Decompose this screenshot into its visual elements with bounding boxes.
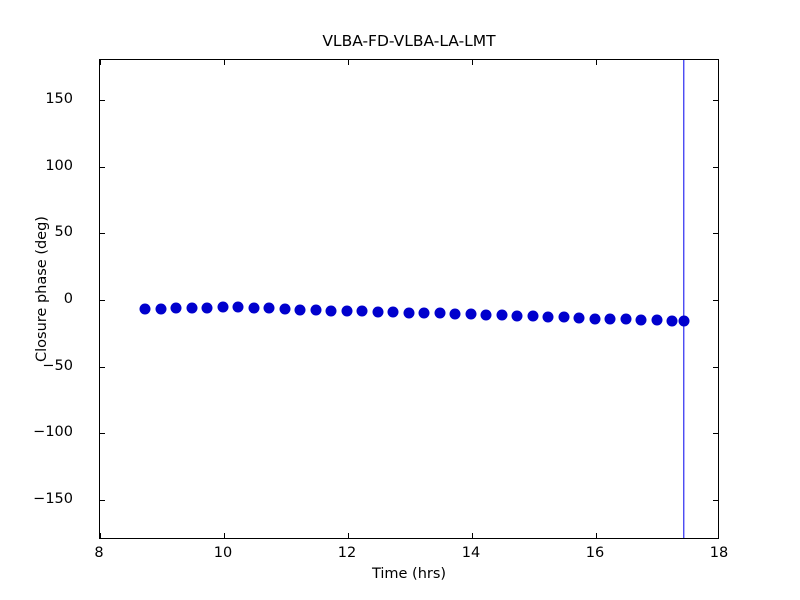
data-point (186, 302, 198, 314)
data-point (635, 314, 647, 326)
y-tick-mark (100, 100, 105, 101)
x-tick-label: 8 (94, 545, 104, 561)
data-point (558, 311, 570, 323)
y-tick-label: 0 (63, 291, 73, 307)
data-point (434, 307, 446, 319)
x-tick-mark (224, 533, 225, 538)
y-tick-mark-right (713, 366, 718, 368)
y-tick-mark-right (713, 233, 718, 235)
y-tick-mark (100, 166, 105, 168)
x-tick-mark-top (100, 60, 101, 65)
x-tick-label: 16 (585, 545, 605, 561)
data-point (356, 305, 368, 317)
data-point (620, 313, 632, 325)
x-tick-mark-top (224, 60, 225, 65)
x-tick-label: 12 (337, 545, 357, 561)
x-tick-mark-top (472, 60, 473, 65)
data-point (666, 315, 678, 327)
y-tick-label: −50 (42, 357, 73, 374)
scan-marker-line (683, 60, 685, 538)
y-tick-mark-right (713, 500, 718, 501)
y-tick-label: −100 (33, 424, 73, 441)
x-tick-mark (472, 533, 473, 538)
data-point (201, 302, 213, 314)
x-tick-label: 14 (461, 545, 481, 561)
data-point (651, 314, 663, 326)
chart-title: VLBA-FD-VLBA-LA-LMT (322, 32, 496, 50)
y-tick-mark (100, 300, 105, 301)
x-tick-mark (100, 533, 101, 538)
data-point (217, 301, 229, 313)
data-point (527, 310, 539, 322)
data-point (310, 304, 322, 316)
y-tick-mark-right (713, 433, 718, 435)
x-tick-mark-top (348, 60, 349, 65)
data-point (465, 308, 477, 320)
data-point (294, 304, 306, 316)
y-tick-label: 150 (45, 91, 73, 107)
x-axis-label: Time (hrs) (371, 566, 447, 582)
data-point (678, 315, 690, 327)
plot-data-region (100, 60, 718, 538)
data-point (542, 311, 554, 323)
y-tick-mark (100, 233, 105, 235)
data-point (573, 312, 585, 324)
y-tick-label: 50 (54, 224, 73, 241)
data-point (511, 310, 523, 322)
data-point (139, 303, 151, 315)
data-point (232, 301, 244, 313)
data-point (341, 305, 353, 317)
y-tick-mark-right (713, 166, 718, 168)
y-tick-mark (100, 500, 105, 501)
y-tick-mark (100, 433, 105, 435)
data-point (372, 306, 384, 318)
data-point (589, 313, 601, 325)
data-point (155, 303, 167, 315)
data-point (604, 313, 616, 325)
y-tick-mark-right (713, 100, 718, 101)
data-point (496, 309, 508, 321)
data-point (403, 307, 415, 319)
data-point (418, 307, 430, 319)
data-point (449, 308, 461, 320)
plot-axes-frame (99, 59, 719, 539)
data-point (170, 302, 182, 314)
data-point (263, 302, 275, 314)
data-point (387, 306, 399, 318)
x-tick-mark (348, 533, 349, 538)
data-point (279, 303, 291, 315)
x-tick-label: 18 (709, 545, 729, 561)
y-tick-mark-right (713, 300, 718, 301)
x-tick-label: 10 (213, 545, 233, 561)
x-tick-mark (596, 533, 597, 538)
y-axis-label: Closure phase (deg) (34, 216, 50, 362)
data-point (325, 305, 337, 317)
y-tick-label: −150 (33, 491, 73, 507)
data-point (480, 309, 492, 321)
data-point (248, 302, 260, 314)
y-tick-mark (100, 366, 105, 368)
y-tick-label: 100 (45, 157, 73, 174)
x-tick-mark-top (596, 60, 597, 65)
